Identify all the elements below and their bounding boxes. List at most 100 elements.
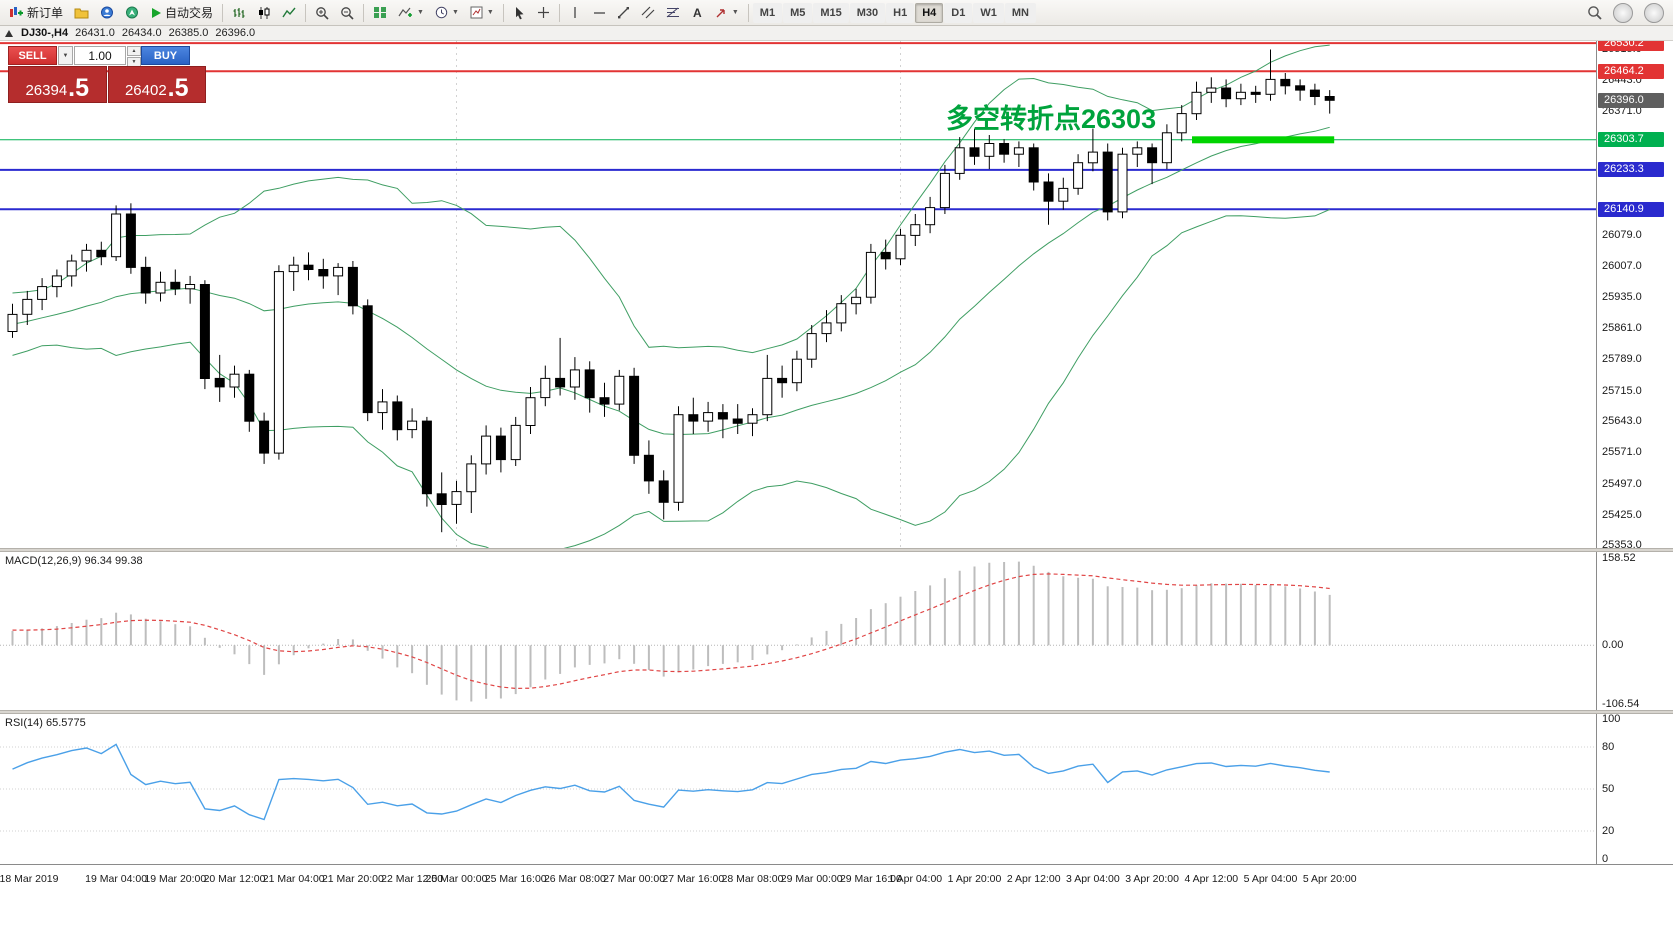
price-axis[interactable]: 26515.026443.026371.026079.026007.025935… <box>1596 35 1673 551</box>
crosshair-button[interactable] <box>532 2 555 23</box>
arrows-tool-button[interactable]: ▼ <box>710 2 744 23</box>
time-axis[interactable]: 18 Mar 2019 19 Mar 04:00 19 Mar 20:00 20 Ma… <box>0 864 1673 895</box>
time-label: 19 Mar 20:00 <box>144 873 207 885</box>
navigator-button[interactable] <box>120 2 144 23</box>
chart-low-value: 26385.0 <box>168 27 209 39</box>
help-button[interactable] <box>1639 2 1669 23</box>
play-icon <box>150 7 162 19</box>
candle-chart-icon <box>257 6 271 20</box>
volume-up-icon[interactable]: ▲ <box>127 46 141 56</box>
rsi-scale-tick: 20 <box>1602 824 1615 837</box>
time-label: 22 Mar 12:00 <box>381 873 444 885</box>
community-icon <box>1613 2 1633 23</box>
timeframe-h4-button[interactable]: H4 <box>915 2 944 23</box>
zoom-out-button[interactable] <box>335 2 359 23</box>
macd-label: MACD(12,26,9) 96.34 99.38 <box>5 555 143 567</box>
line-chart-button[interactable] <box>277 2 301 23</box>
timeframe-m15-button[interactable]: M15 <box>813 2 849 23</box>
tile-windows-button[interactable] <box>368 2 392 23</box>
sell-button[interactable]: SELL <box>8 46 57 65</box>
community-button[interactable] <box>1608 2 1638 23</box>
timeframe-m5-button[interactable]: M5 <box>783 2 813 23</box>
price-tick: 25789.0 <box>1602 353 1642 366</box>
zoom-in-button[interactable] <box>310 2 334 23</box>
timeframe-h1-button[interactable]: H1 <box>886 2 915 23</box>
price-chart-canvas[interactable]: 多空转折点26303 SELL ▼ ▲ ▼ BUY 26394 .5 26402… <box>0 41 1596 548</box>
chart-titlebar: DJ30-,H4 26431.0 26434.0 26385.0 26396.0 <box>0 26 1673 41</box>
channel-tool-button[interactable] <box>636 2 660 23</box>
panel-splitter[interactable] <box>0 548 1673 552</box>
zoom-in-icon <box>315 6 329 20</box>
volume-dropdown-icon[interactable]: ▼ <box>58 46 73 65</box>
volume-input[interactable] <box>74 46 126 65</box>
candle-chart-button[interactable] <box>252 2 276 23</box>
line-chart-icon <box>282 6 296 20</box>
rsi-label: RSI(14) 65.5775 <box>5 717 86 729</box>
search-button[interactable] <box>1582 2 1607 23</box>
buy-price-display[interactable]: 26402 .5 <box>107 66 206 103</box>
text-tool-button[interactable]: A <box>686 2 709 23</box>
price-tick: 25643.0 <box>1602 415 1642 428</box>
indicators-icon <box>398 6 413 19</box>
auto-trading-button[interactable]: 自动交易 <box>145 2 218 23</box>
fibonacci-icon <box>666 6 680 19</box>
auto-trading-label: 自动交易 <box>165 6 214 20</box>
timeframe-w1-button[interactable]: W1 <box>973 2 1004 23</box>
text-tool-icon: A <box>693 5 702 20</box>
bar-chart-button[interactable] <box>227 2 251 23</box>
buy-button[interactable]: BUY <box>141 46 190 65</box>
rsi-axis[interactable]: 100 80 50 20 0 <box>1596 713 1673 865</box>
macd-scale-tick: -106.54 <box>1602 697 1640 710</box>
time-label: 21 Mar 20:00 <box>321 873 384 885</box>
new-order-button[interactable]: 新订单 <box>4 2 68 23</box>
toolbar-separator <box>558 3 560 22</box>
help-icon <box>1644 2 1664 23</box>
fibonacci-tool-button[interactable] <box>661 2 685 23</box>
horizontal-line-tool-button[interactable] <box>588 2 611 23</box>
indicators-button[interactable]: ▼ <box>393 2 429 23</box>
trendline-tool-button[interactable] <box>612 2 635 23</box>
periods-button[interactable]: ▼ <box>430 2 464 23</box>
rsi-scale-tick: 80 <box>1602 740 1615 753</box>
toolbar-separator <box>363 3 365 22</box>
timeframe-mn-button[interactable]: MN <box>1004 2 1036 23</box>
templates-button[interactable]: ▼ <box>465 2 499 23</box>
chart-high-value: 26434.0 <box>121 27 162 39</box>
chart-open-value: 26431.0 <box>75 27 115 39</box>
price-level-badge: 26233.3 <box>1598 162 1664 178</box>
price-tick: 25935.0 <box>1602 290 1642 303</box>
price-tick: 25861.0 <box>1602 322 1642 335</box>
chart-symbol-period: DJ30-,H4 <box>21 27 69 39</box>
timeframe-m30-button[interactable]: M30 <box>849 2 886 23</box>
rsi-panel[interactable]: RSI(14) 65.5775 <box>0 714 1596 864</box>
sell-price-display[interactable]: 26394 .5 <box>8 66 107 103</box>
price-tick: 26007.0 <box>1602 260 1642 273</box>
toolbar-separator <box>502 3 504 22</box>
arrow-shape-icon <box>715 6 728 19</box>
macd-axis[interactable]: 158.52 0.00 -106.54 <box>1596 552 1673 710</box>
timeframe-m1-button[interactable]: M1 <box>752 2 783 23</box>
chart-window-icon <box>4 29 14 38</box>
toolbar-separator <box>747 3 749 22</box>
cursor-button[interactable] <box>508 2 531 23</box>
macd-panel[interactable]: MACD(12,26,9) 96.34 99.38 <box>0 552 1596 710</box>
time-label: 18 Mar 2019 <box>0 873 59 885</box>
time-label: 28 Mar 08:00 <box>721 873 784 885</box>
panel-splitter[interactable] <box>0 710 1673 714</box>
profiles-button[interactable] <box>69 2 94 23</box>
rsi-scale-tick: 0 <box>1602 852 1609 865</box>
time-label: 5 Apr 04:00 <box>1243 873 1298 885</box>
new-order-label: 新订单 <box>27 6 64 20</box>
time-label: 3 Apr 04:00 <box>1066 873 1120 885</box>
rsi-chart <box>0 743 1596 832</box>
price-level-badge: 26140.9 <box>1598 201 1664 217</box>
timeframe-d1-button[interactable]: D1 <box>944 2 973 23</box>
time-label: 1 Apr 20:00 <box>947 873 1002 885</box>
price-tick: 25497.0 <box>1602 477 1642 490</box>
market-watch-button[interactable] <box>95 2 119 23</box>
vertical-line-tool-button[interactable] <box>564 2 587 23</box>
candlestick-chart: 多空转折点26303 <box>0 41 1596 548</box>
cursor-icon <box>513 6 526 20</box>
price-tick: 25715.0 <box>1602 384 1642 397</box>
price-level-badge: 26396.0 <box>1598 92 1664 108</box>
